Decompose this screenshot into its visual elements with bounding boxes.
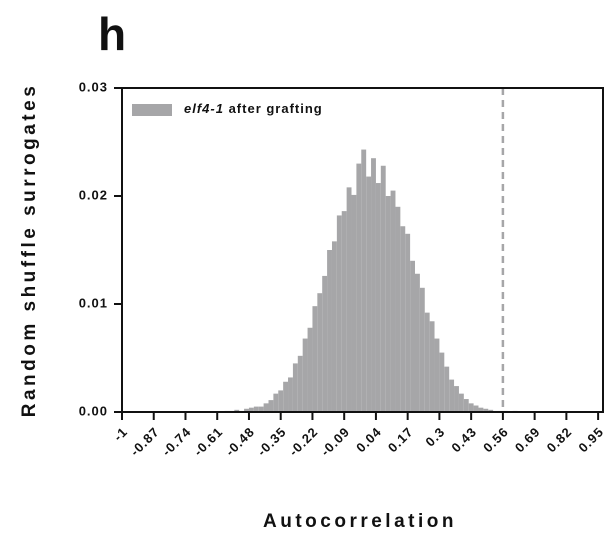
bar [331,241,337,412]
bar [375,183,381,412]
bar [361,149,367,412]
x-tick-label: -0.61 [191,424,226,459]
bar [405,233,411,412]
x-tick-label: 0.69 [512,424,543,455]
panel-label: h [98,8,126,60]
bar [478,407,484,412]
bar [351,194,357,412]
bar [366,176,372,412]
x-tick-label: 0.04 [353,424,384,455]
x-tick-label: -0.35 [254,424,289,459]
bar [439,352,445,412]
bar [414,273,420,412]
bar [463,399,469,412]
x-tick-label: 0.43 [448,424,479,455]
bar [356,163,362,412]
x-tick-label: -1 [110,424,130,444]
bar [288,377,293,412]
bar [253,406,259,412]
x-tick-label: -0.09 [318,424,353,459]
plot-frame [121,87,604,413]
bar [278,390,284,412]
bar [327,250,332,412]
bar [400,226,406,412]
bar [371,158,376,412]
bar [336,215,342,412]
x-tick-label: -0.22 [286,424,321,459]
bar [444,366,450,412]
bar [248,407,254,412]
bar [283,381,289,412]
bar [390,190,396,412]
bar [473,405,479,412]
bar [419,287,425,412]
bar [263,403,269,412]
bar [302,338,308,412]
bar [468,403,474,412]
bar [292,363,298,412]
bar [449,379,455,412]
bar [434,338,440,412]
bar [312,306,318,412]
y-tick-label: 0.03 [79,79,108,94]
bar [258,406,264,412]
bar [268,400,274,412]
bar [234,409,240,412]
legend-label: elf4-1 after grafting [184,101,323,116]
x-tick-label: 0.95 [575,424,606,455]
x-tick-label: 0.3 [422,424,448,450]
x-axis-title: Autocorrelation [263,511,457,532]
bar [244,408,249,412]
bar [424,312,430,412]
x-tick-label: -0.87 [127,424,162,459]
bar [454,386,459,412]
bar [380,165,386,412]
x-tick-label: 0.82 [544,424,575,455]
bar [483,408,489,412]
x-tick-label: 0.17 [385,424,416,455]
bar [488,409,494,412]
y-axis-title: Random shuffle surrogates [19,83,40,418]
x-tick-label: -0.48 [222,424,257,459]
bar [410,260,415,412]
bar [429,321,435,412]
bar [297,355,303,412]
y-tick-label: 0.00 [79,403,108,418]
bar [458,393,464,412]
y-tick-label: 0.01 [79,295,108,310]
bar [385,196,391,412]
bar [307,327,313,412]
x-tick-label: -0.74 [159,424,194,459]
bar [395,206,401,412]
legend-swatch [132,104,172,116]
bar [322,275,328,412]
bar [341,211,347,412]
bar [273,393,279,412]
bar [346,187,352,412]
y-tick-label: 0.02 [79,187,108,202]
x-tick-label: 0.56 [480,424,511,455]
bar [317,293,323,412]
